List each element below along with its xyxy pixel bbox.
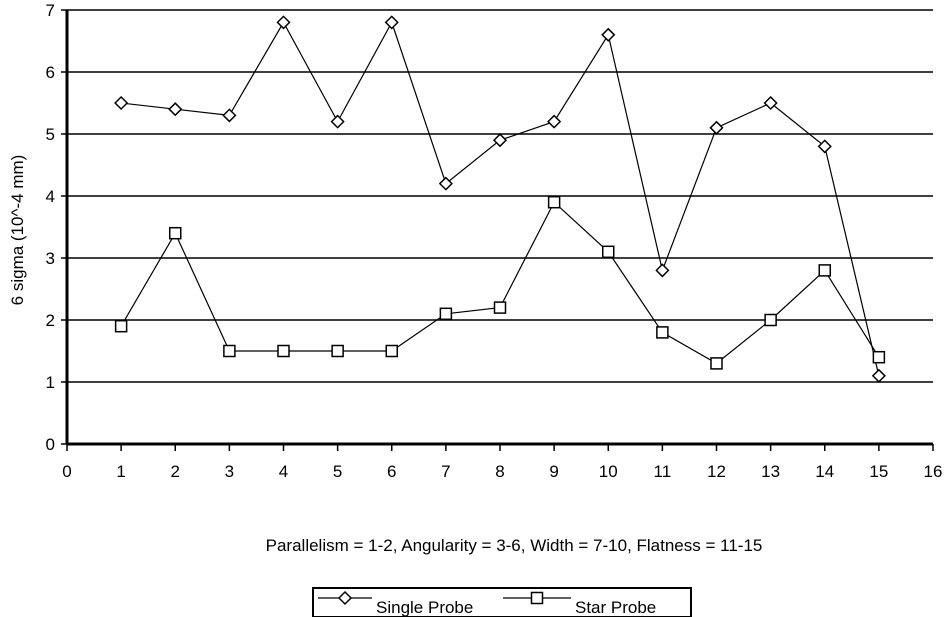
x-tick-label: 0 xyxy=(62,462,71,481)
star-probe-point xyxy=(385,344,398,358)
single-probe-point xyxy=(384,15,399,30)
y-tick-label: 5 xyxy=(46,125,55,144)
single-probe-point xyxy=(655,263,670,278)
x-tick-label: 6 xyxy=(387,462,396,481)
x-tick-label: 8 xyxy=(495,462,504,481)
star-probe-point xyxy=(114,319,128,333)
gridlines xyxy=(67,9,933,383)
x-tick-label: 16 xyxy=(924,462,943,481)
x-axis-title: Parallelism = 1-2, Angularity = 3-6, Wid… xyxy=(266,536,763,555)
star-probe-point xyxy=(223,344,236,358)
y-tick-label: 0 xyxy=(46,435,55,454)
y-tick-label: 7 xyxy=(46,1,55,20)
series-markers xyxy=(114,15,886,383)
y-tick-label: 4 xyxy=(46,187,55,206)
x-tick-label: 5 xyxy=(333,462,342,481)
legend-box xyxy=(312,587,692,617)
single-probe-point xyxy=(330,114,345,129)
star-probe-point xyxy=(439,307,453,321)
x-tick-label: 2 xyxy=(171,462,180,481)
legend: Single Probe Star Probe xyxy=(312,587,692,617)
x-tick-label: 9 xyxy=(549,462,558,481)
single-probe-point xyxy=(817,139,832,154)
single-probe-point xyxy=(763,95,778,111)
single-probe-point xyxy=(438,176,453,191)
star-probe-point xyxy=(493,301,507,314)
x-tick-label: 14 xyxy=(815,462,834,481)
single-probe-point xyxy=(276,15,291,30)
tick-marks xyxy=(61,9,934,451)
star-probe-point xyxy=(710,357,723,370)
axes xyxy=(65,10,933,446)
single-probe-point xyxy=(871,368,886,383)
y-tick-label: 2 xyxy=(46,311,55,330)
star-probe-point xyxy=(277,344,290,358)
legend-marker-single-probe xyxy=(337,590,353,606)
single-probe-point xyxy=(114,95,129,111)
single-probe-point xyxy=(709,120,724,135)
y-tick-label: 1 xyxy=(46,373,55,392)
x-tick-label: 11 xyxy=(654,462,672,481)
x-tick-label: 10 xyxy=(599,462,618,481)
legend-label-star-probe: Star Probe xyxy=(575,598,656,617)
x-tick-label: 13 xyxy=(761,462,780,481)
x-tick-label: 15 xyxy=(869,462,888,481)
x-tick-label: 4 xyxy=(279,462,288,481)
single-probe-point xyxy=(492,133,508,148)
star-probe-point xyxy=(547,195,561,209)
star-probe-point xyxy=(331,344,344,358)
star-probe-point xyxy=(764,313,777,327)
x-tick-label: 1 xyxy=(116,462,125,481)
legend-label-single-probe: Single Probe xyxy=(376,598,473,617)
series-line-star-probe xyxy=(120,201,880,365)
star-probe-point xyxy=(169,226,182,240)
single-probe-point xyxy=(547,114,562,129)
single-probe-point xyxy=(222,108,237,123)
y-tick-label: 3 xyxy=(46,249,55,268)
star-probe-point xyxy=(602,245,615,259)
star-probe-point xyxy=(818,264,831,277)
y-tick-label: 6 xyxy=(46,63,55,82)
x-tick-label: 3 xyxy=(225,462,234,481)
star-probe-point xyxy=(656,326,669,339)
y-axis-title: 6 sigma (10^-4 mm) xyxy=(8,155,27,306)
legend-marker-star-probe xyxy=(530,591,544,605)
x-tick-label: 7 xyxy=(441,462,450,481)
x-tick-labels: 0 1 2 3 4 5 6 7 8 9 10 11 12 13 14 15 16 xyxy=(62,462,942,481)
star-probe-point xyxy=(872,350,886,364)
single-probe-point xyxy=(601,27,616,42)
y-tick-labels: 0 1 2 3 4 5 6 7 xyxy=(46,1,55,454)
x-tick-label: 12 xyxy=(707,462,726,481)
single-probe-point xyxy=(168,102,183,117)
